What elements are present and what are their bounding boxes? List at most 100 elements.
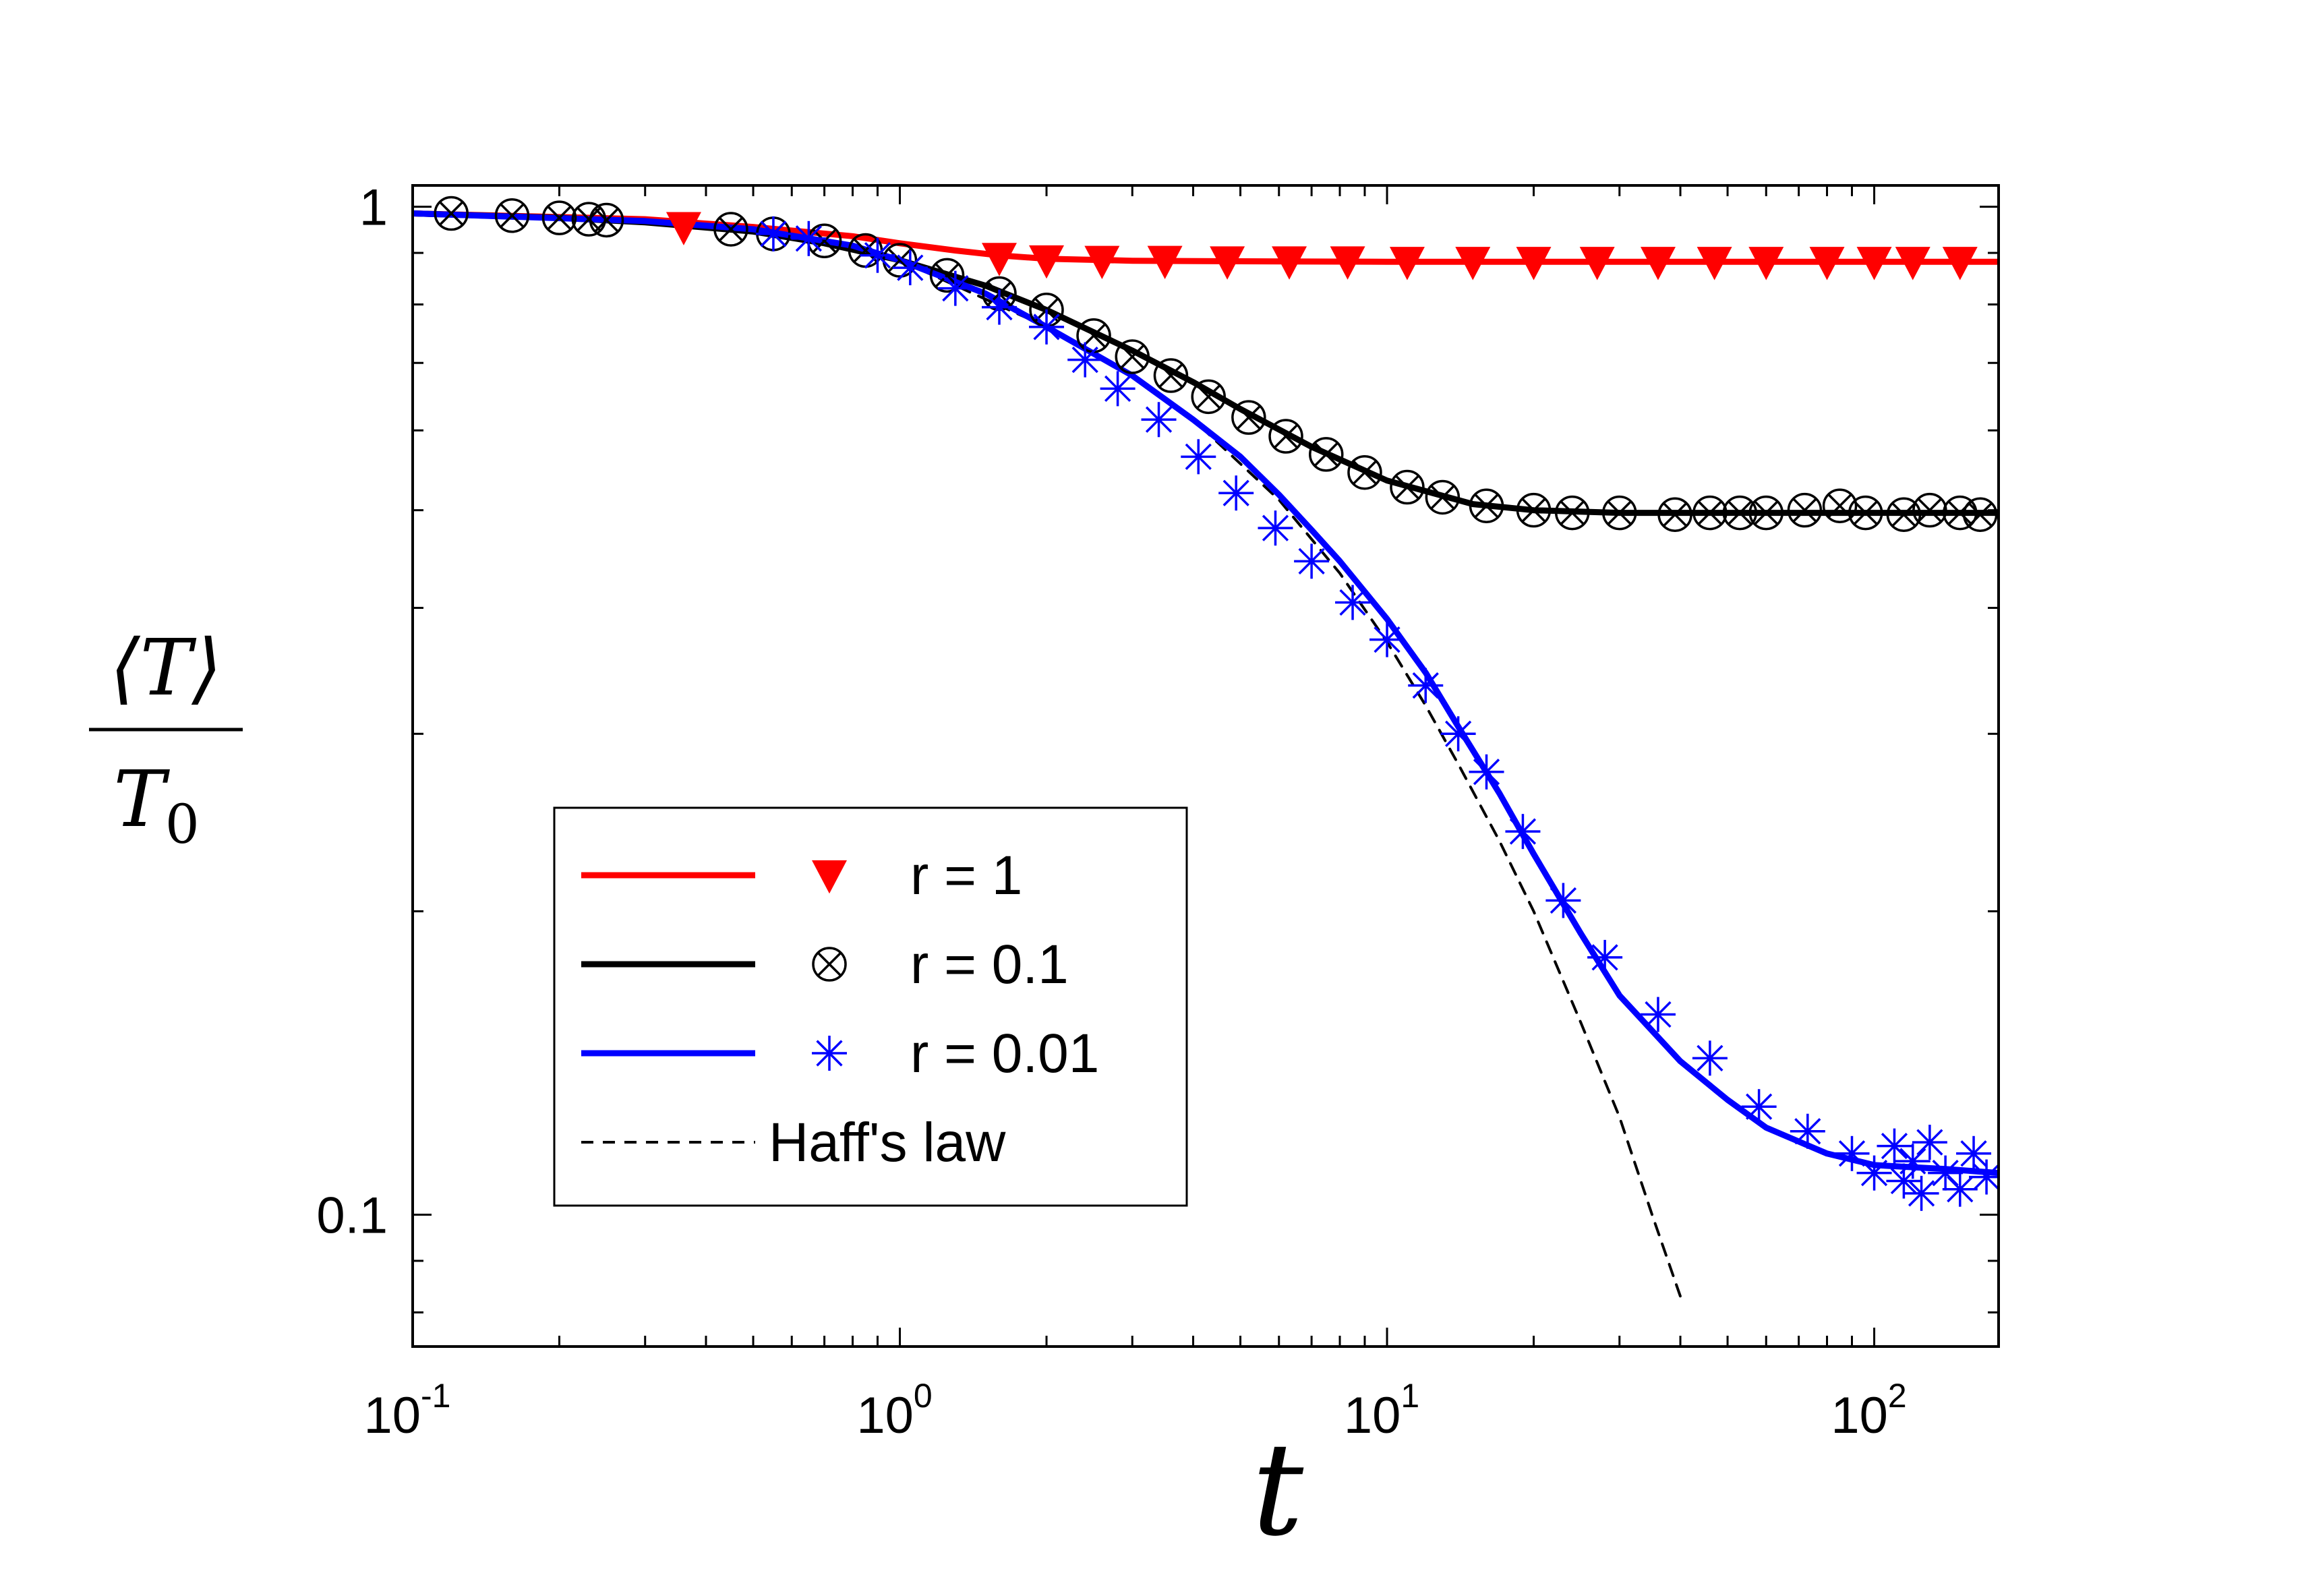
tick-labels: 10-1 100 101 102 1 0.1 [316, 179, 1906, 1444]
x-tick-label: 100 [856, 1377, 932, 1444]
data-point-series-2 [1856, 1155, 1892, 1191]
data-point-series-0 [1942, 247, 1978, 280]
data-point-series-0 [1210, 246, 1245, 280]
data-point-series-1 [1191, 379, 1226, 415]
data-point-series-0 [1330, 246, 1365, 280]
legend-marker-r001 [812, 1036, 847, 1071]
legend-entry-r01: r = 0.1 [581, 934, 1069, 995]
data-point-series-2 [1895, 1144, 1930, 1179]
data-point-series-0 [1147, 245, 1183, 280]
data-point-series-0 [1084, 245, 1120, 280]
data-point-series-1 [494, 198, 530, 233]
y-axis-label-denominator: T0 [113, 755, 200, 856]
data-point-series-2 [937, 270, 973, 306]
data-point-series-1 [1886, 497, 1922, 532]
data-point-series-2 [1408, 668, 1444, 703]
data-point-series-2 [1942, 1171, 1978, 1207]
data-point-series-2 [1029, 309, 1065, 345]
data-point-series-2 [1692, 1040, 1728, 1076]
data-point-series-2 [860, 237, 895, 273]
data-point-series-1 [1748, 495, 1784, 531]
legend-marker-shape-2 [812, 1036, 847, 1071]
data-point-series-2 [1790, 1113, 1825, 1149]
plot-points [434, 196, 1999, 1211]
data-point-series-2 [1440, 716, 1476, 752]
data-point-series-2 [1912, 1125, 1947, 1160]
y-axis-label: ⟨T⟩ T0 [89, 623, 243, 856]
legend-label-r001: r = 0.01 [910, 1023, 1099, 1084]
data-point-series-2 [1335, 585, 1371, 620]
legend-label-haff: Haff's law [769, 1112, 1006, 1173]
data-point-series-2 [1505, 814, 1541, 850]
data-point-series-2 [791, 220, 827, 256]
data-point-series-0 [1895, 247, 1930, 280]
y-axis-label-numerator: ⟨T⟩ [110, 623, 222, 713]
data-point-series-2 [1067, 342, 1103, 378]
legend-entry-r1: r = 1 [581, 845, 1022, 906]
data-point-series-2 [1141, 402, 1177, 438]
data-point-series-2 [1969, 1159, 1999, 1195]
data-point-series-2 [1545, 883, 1581, 918]
x-tick-label: 102 [1831, 1377, 1906, 1444]
data-point-series-0 [1516, 247, 1552, 280]
x-tick-label: 10-1 [363, 1377, 450, 1444]
data-point-series-2 [1877, 1128, 1912, 1164]
data-point-series-1 [713, 212, 748, 247]
data-point-series-0 [1579, 247, 1615, 280]
data-point-series-2 [1258, 510, 1293, 546]
data-point-series-2 [1469, 754, 1504, 790]
data-point-series-1 [1309, 437, 1344, 472]
plot-frame [411, 184, 2000, 1348]
data-point-series-1 [1602, 495, 1637, 531]
legend-marker-shape-0 [812, 860, 847, 894]
data-point-series-2 [982, 289, 1018, 325]
data-point-series-2 [1100, 371, 1136, 407]
legend-entry-haff: Haff's law [581, 1112, 1006, 1173]
data-point-series-1 [1848, 495, 1883, 531]
data-point-series-1 [1722, 495, 1758, 531]
data-point-series-1 [1469, 488, 1504, 523]
data-point-series-2 [1294, 543, 1330, 579]
y-tick-label: 0.1 [316, 1187, 388, 1245]
x-tick-label: 101 [1344, 1377, 1419, 1444]
data-point-series-1 [1962, 497, 1998, 532]
legend-marker-shape-1 [812, 947, 847, 982]
data-point-series-1 [1425, 479, 1461, 515]
y-tick-label: 1 [359, 179, 388, 237]
data-point-series-2 [1218, 475, 1254, 511]
legend: r = 1 r = 0.1 r = 0.01 Haff's law [553, 806, 1188, 1207]
data-point-series-0 [666, 212, 701, 245]
axis-ticks [411, 185, 1999, 1347]
data-point-series-0 [1272, 246, 1307, 280]
data-point-series-0 [1856, 247, 1892, 280]
legend-label-r1: r = 1 [910, 845, 1022, 906]
data-point-series-1 [589, 202, 624, 238]
data-point-series-1 [1657, 497, 1692, 532]
data-point-series-1 [1231, 400, 1266, 435]
data-point-series-0 [1389, 247, 1425, 280]
data-point-series-0 [1029, 245, 1065, 279]
legend-marker-r1 [812, 860, 847, 894]
data-point-series-0 [982, 243, 1018, 276]
x-axis-label: t [1252, 1415, 1304, 1564]
data-point-series-0 [1748, 247, 1784, 280]
data-point-series-1 [1516, 492, 1552, 528]
data-point-series-1 [1822, 488, 1858, 523]
data-point-series-2 [1741, 1089, 1777, 1125]
data-point-series-2 [1587, 939, 1623, 975]
data-point-series-1 [1115, 339, 1150, 374]
data-point-series-1 [1390, 469, 1425, 505]
data-point-series-1 [434, 196, 469, 231]
series-line-2 [413, 210, 1999, 1177]
data-point-series-1 [1347, 454, 1382, 490]
data-point-series-1 [1153, 358, 1189, 393]
legend-label-r01: r = 0.1 [910, 934, 1069, 995]
data-point-series-2 [1904, 1175, 1939, 1211]
data-point-series-0 [1697, 247, 1732, 280]
data-point-series-1 [541, 200, 577, 235]
data-point-series-0 [1455, 247, 1491, 280]
data-point-series-2 [1369, 622, 1405, 657]
data-point-series-2 [892, 250, 928, 286]
